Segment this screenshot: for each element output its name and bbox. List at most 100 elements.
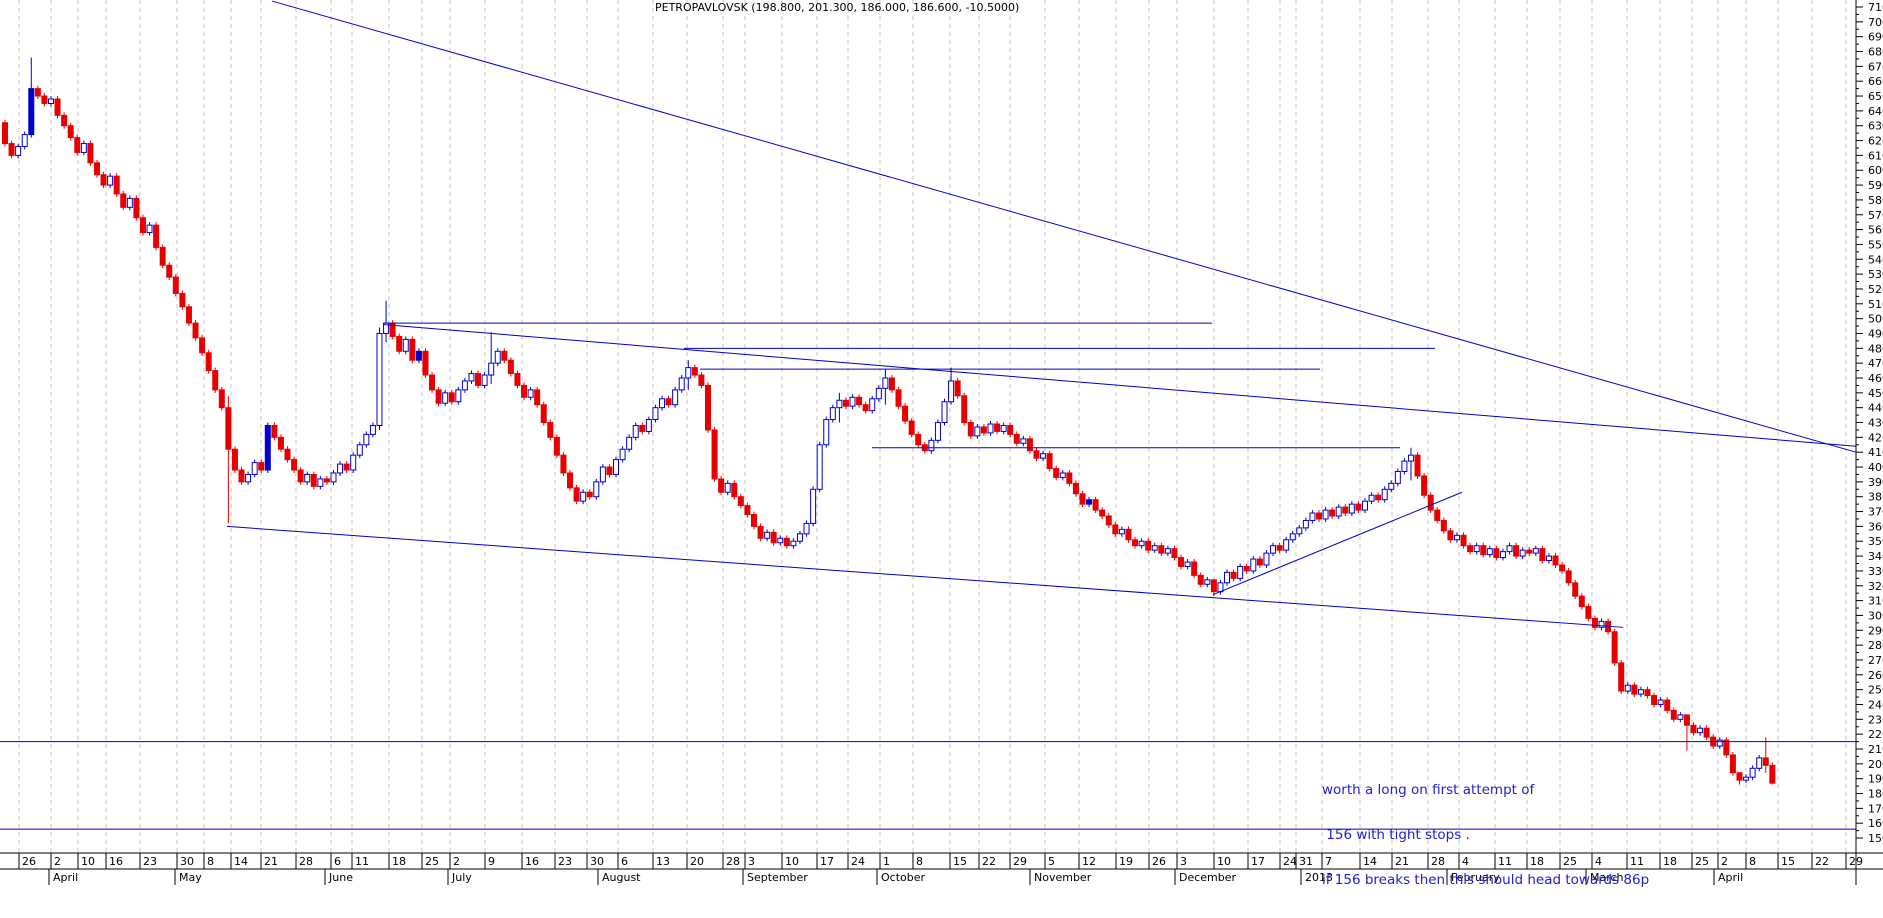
candle [1414, 454, 1421, 477]
candle [665, 398, 672, 406]
price-tick-label: 710 [1868, 1, 1883, 14]
candle [494, 350, 501, 364]
candle [1026, 438, 1033, 452]
candle [1329, 509, 1336, 517]
candle [179, 292, 186, 308]
price-tick-label: 290 [1868, 624, 1883, 637]
candle [350, 454, 357, 471]
candle [159, 246, 166, 266]
lower-channel [226, 525, 1624, 628]
candle [619, 448, 626, 461]
candle [1388, 482, 1395, 490]
candle [153, 224, 160, 248]
date-tick-label: 3 [1180, 855, 1187, 868]
candle [1499, 551, 1506, 559]
date-tick-label: 2 [453, 855, 460, 868]
candle [829, 407, 836, 421]
date-tick-label: 31 [1299, 855, 1313, 868]
price-tick-label: 650 [1868, 90, 1883, 103]
candle [185, 306, 192, 324]
candle [875, 387, 882, 400]
candle [698, 374, 705, 386]
trade-note-line1: worth a long on first attempt of [1322, 782, 1535, 798]
price-tick-label: 170 [1868, 802, 1883, 815]
price-tick-label: 520 [1868, 283, 1883, 296]
date-tick-label: 23 [558, 855, 572, 868]
price-tick-label: 400 [1868, 461, 1883, 474]
price-tick-label: 410 [1868, 446, 1883, 459]
candle [1230, 571, 1237, 579]
candle [1000, 424, 1007, 432]
price-tick-label: 160 [1868, 817, 1883, 830]
candle [1519, 549, 1526, 557]
candle [41, 95, 48, 104]
candle [750, 514, 757, 527]
date-tick-label: 21 [1395, 855, 1409, 868]
candle [1138, 540, 1145, 547]
date-tick-label: 21 [264, 855, 278, 868]
trendlines [0, 0, 1857, 830]
date-tick-label: 11 [1630, 855, 1644, 868]
candle [310, 473, 317, 487]
candle [1197, 574, 1204, 585]
candle [343, 463, 350, 471]
candle [1112, 524, 1119, 535]
date-tick-label: 10 [81, 855, 95, 868]
price-tick-label: 490 [1868, 327, 1883, 340]
candle [93, 162, 100, 176]
candle [1407, 454, 1414, 462]
candle [21, 134, 28, 147]
candle [1125, 528, 1132, 541]
gridlines [18, 0, 1847, 853]
candle [790, 540, 797, 547]
candle [527, 389, 534, 398]
price-tick-label: 430 [1868, 417, 1883, 430]
candle [1539, 548, 1546, 562]
candle [1598, 620, 1605, 628]
candle [396, 335, 403, 352]
candle [1460, 534, 1467, 547]
candle [468, 373, 475, 382]
candle [672, 389, 679, 406]
date-tick-label: 2 [54, 855, 61, 868]
candle [1559, 564, 1566, 572]
candle [1276, 545, 1283, 551]
date-tick-label: 17 [820, 855, 834, 868]
price-tick-label: 540 [1868, 253, 1883, 266]
price-tick-label: 200 [1868, 758, 1883, 771]
candle [1164, 548, 1171, 554]
candle [1716, 739, 1723, 747]
price-tick-label: 480 [1868, 342, 1883, 355]
month-label: April [53, 871, 78, 884]
candle [948, 380, 955, 403]
candle [1703, 727, 1710, 738]
price-tick-label: 530 [1868, 268, 1883, 281]
candle [251, 462, 258, 475]
candle [1545, 555, 1552, 562]
candle [1355, 503, 1362, 511]
candle [54, 98, 61, 116]
candle [1664, 699, 1671, 711]
candle [849, 396, 856, 407]
candle [521, 384, 528, 398]
price-tick-label: 440 [1868, 402, 1883, 415]
candle [534, 389, 541, 406]
price-tick-label: 190 [1868, 773, 1883, 786]
candle [481, 374, 488, 386]
date-tick-label: 28 [726, 855, 740, 868]
candle [323, 478, 330, 483]
candle [856, 396, 863, 406]
date-tick-label: 24 [1283, 855, 1297, 868]
candle [507, 359, 514, 375]
candle [8, 143, 15, 156]
candle [1473, 545, 1480, 553]
candle [593, 481, 600, 498]
candle [1427, 494, 1434, 511]
price-tick-label: 500 [1868, 313, 1883, 326]
candle [199, 337, 206, 354]
date-tick-label: 26 [22, 855, 36, 868]
date-tick-label: 12 [1082, 855, 1096, 868]
candle [987, 423, 994, 434]
candle [1191, 561, 1198, 576]
candle [599, 466, 606, 483]
